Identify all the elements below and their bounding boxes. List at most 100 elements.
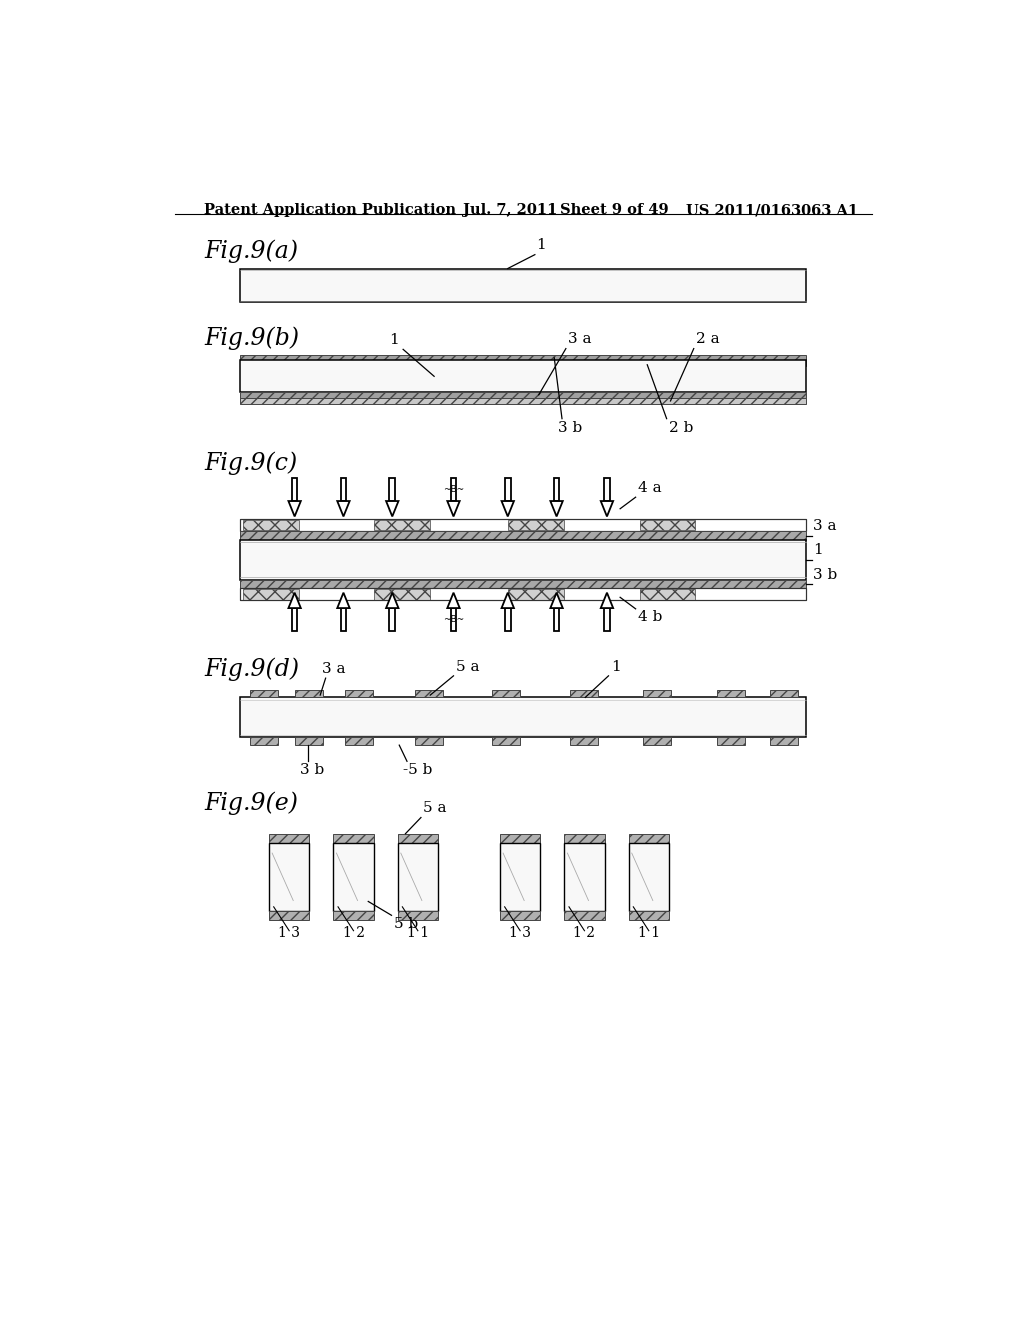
Polygon shape	[341, 478, 346, 502]
Bar	[564, 834, 604, 843]
Bar	[295, 738, 323, 744]
Polygon shape	[502, 593, 514, 609]
Polygon shape	[337, 502, 349, 516]
Polygon shape	[550, 593, 563, 609]
Polygon shape	[447, 593, 460, 609]
Bar	[770, 689, 798, 697]
Bar	[493, 689, 520, 697]
Text: 3 a: 3 a	[813, 519, 837, 533]
Text: Fig.9(c): Fig.9(c)	[204, 451, 297, 474]
Bar	[241, 392, 806, 397]
Text: 1 1: 1 1	[407, 927, 429, 940]
Text: Patent Application Publication: Patent Application Publication	[204, 203, 456, 216]
Bar	[269, 911, 309, 920]
Bar	[269, 834, 309, 843]
Polygon shape	[451, 478, 457, 502]
Text: 3 b: 3 b	[813, 568, 838, 582]
Bar	[415, 689, 442, 697]
Bar	[508, 589, 563, 599]
Text: 1: 1	[537, 239, 546, 252]
Bar	[241, 360, 806, 367]
Polygon shape	[292, 478, 297, 502]
Bar	[397, 911, 438, 920]
Polygon shape	[337, 593, 349, 609]
Bar	[500, 911, 541, 920]
Text: 5 b: 5 b	[394, 917, 418, 931]
Bar	[241, 355, 806, 360]
Text: 5 a: 5 a	[423, 801, 446, 816]
Polygon shape	[389, 478, 395, 502]
Bar	[629, 843, 669, 911]
Polygon shape	[601, 593, 613, 609]
Text: ~B~: ~B~	[443, 615, 464, 624]
Bar	[564, 911, 604, 920]
Bar	[241, 540, 806, 579]
Bar	[345, 738, 373, 744]
Bar	[334, 911, 374, 920]
Text: 2 b: 2 b	[669, 421, 693, 436]
Bar	[375, 589, 430, 599]
Bar	[241, 519, 806, 531]
Text: 1 1: 1 1	[638, 927, 659, 940]
Polygon shape	[341, 609, 346, 631]
Text: 1: 1	[389, 333, 399, 347]
Bar	[643, 689, 672, 697]
Bar	[415, 738, 442, 744]
Polygon shape	[447, 502, 460, 516]
Polygon shape	[505, 609, 511, 631]
Polygon shape	[604, 478, 609, 502]
Text: 5 a: 5 a	[456, 660, 479, 673]
Text: Fig.9(a): Fig.9(a)	[204, 239, 298, 263]
Polygon shape	[386, 502, 398, 516]
Bar	[508, 520, 563, 531]
Text: 1: 1	[611, 660, 621, 673]
Bar	[569, 689, 598, 697]
Text: 1 3: 1 3	[279, 927, 300, 940]
Text: 1 2: 1 2	[342, 927, 365, 940]
Polygon shape	[289, 502, 301, 516]
Polygon shape	[554, 609, 559, 631]
Bar	[334, 834, 374, 843]
Text: 4 a: 4 a	[638, 480, 662, 495]
Text: Fig.9(b): Fig.9(b)	[204, 326, 299, 350]
Polygon shape	[451, 609, 457, 631]
Bar	[345, 689, 373, 697]
Bar	[241, 589, 806, 601]
Bar	[334, 843, 374, 911]
Bar	[397, 834, 438, 843]
Polygon shape	[502, 502, 514, 516]
Text: Jul. 7, 2011: Jul. 7, 2011	[463, 203, 557, 216]
Polygon shape	[604, 609, 609, 631]
Polygon shape	[601, 502, 613, 516]
Text: 3 b: 3 b	[558, 421, 583, 436]
Bar	[500, 834, 541, 843]
Bar	[251, 689, 279, 697]
Bar	[717, 738, 744, 744]
Polygon shape	[554, 478, 559, 502]
Text: 3 a: 3 a	[568, 333, 592, 346]
Polygon shape	[389, 609, 395, 631]
Bar	[643, 738, 672, 744]
Text: Sheet 9 of 49: Sheet 9 of 49	[560, 203, 669, 216]
Bar	[500, 843, 541, 911]
Text: -5 b: -5 b	[403, 763, 432, 777]
Bar	[397, 843, 438, 911]
Bar	[493, 738, 520, 744]
Bar	[241, 697, 806, 738]
Text: 1 2: 1 2	[573, 927, 596, 940]
Bar	[770, 738, 798, 744]
Text: 3 a: 3 a	[322, 661, 345, 676]
Bar	[569, 738, 598, 744]
Bar	[241, 360, 806, 392]
Bar	[629, 834, 669, 843]
Bar	[251, 738, 279, 744]
Polygon shape	[550, 502, 563, 516]
Polygon shape	[289, 593, 301, 609]
Polygon shape	[505, 478, 511, 502]
Text: Fig.9(e): Fig.9(e)	[204, 792, 298, 814]
Bar	[241, 519, 806, 531]
Text: 1: 1	[813, 544, 823, 557]
Bar	[243, 589, 299, 599]
Bar	[640, 520, 695, 531]
Bar	[243, 520, 299, 531]
